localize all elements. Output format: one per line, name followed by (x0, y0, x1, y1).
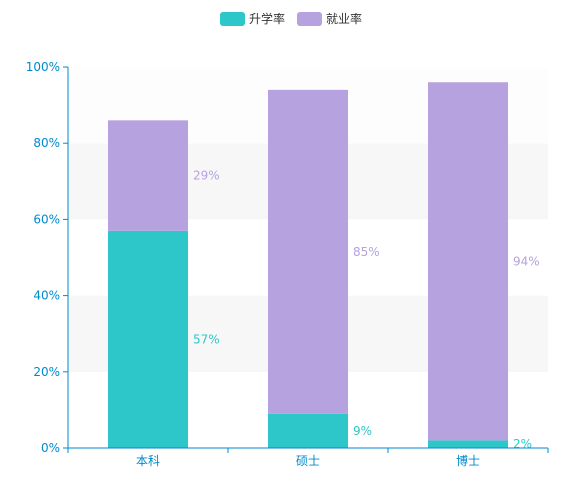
x-tick-label-1: 硕士 (296, 454, 320, 468)
bar-0-2 (428, 440, 508, 448)
x-tick-label-0: 本科 (136, 454, 160, 468)
data-label-0-1: 9% (353, 424, 372, 438)
bar-1-1 (268, 89, 348, 414)
y-tick-label-2: 40% (33, 289, 60, 303)
data-label-0-0: 57% (193, 332, 220, 346)
y-tick-label-4: 80% (33, 136, 60, 150)
x-tick-label-2: 博士 (456, 453, 480, 468)
data-label-1-0: 29% (193, 169, 220, 183)
data-label-1-1: 85% (353, 245, 380, 259)
legend-swatch-0 (219, 11, 245, 26)
y-tick-label-5: 100% (26, 60, 60, 74)
y-tick-label-0: 0% (41, 441, 60, 455)
bar-1-0 (108, 120, 188, 231)
bar-0-1 (268, 413, 348, 448)
y-tick-label-1: 20% (33, 365, 60, 379)
legend-swatch-1 (297, 11, 322, 26)
legend: 升学率 就业率 (0, 10, 582, 27)
data-label-1-2: 94% (513, 254, 540, 268)
data-label-0-2: 2% (513, 437, 532, 451)
y-tick-label-3: 60% (33, 212, 60, 226)
legend-label-0: 升学率 (248, 12, 285, 26)
legend-item-series-1[interactable]: 就业率 (297, 10, 362, 27)
legend-item-series-0[interactable]: 升学率 (219, 10, 285, 27)
bar-1-2 (428, 82, 508, 441)
legend-label-1: 就业率 (326, 12, 363, 26)
bar-0-0 (108, 230, 188, 448)
